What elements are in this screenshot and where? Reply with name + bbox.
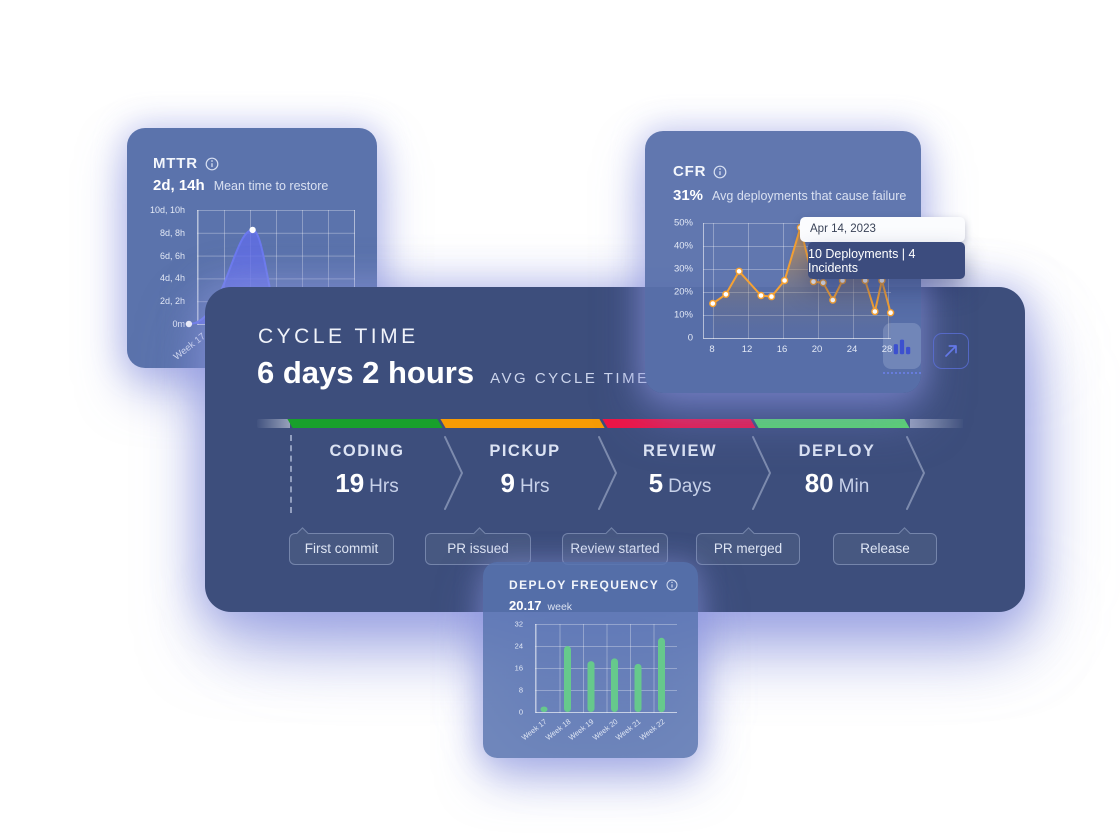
cfr-title: CFR bbox=[673, 163, 707, 180]
stage-unit: Days bbox=[668, 476, 712, 497]
axis-tick: 32 bbox=[514, 619, 523, 629]
mttr-description: Mean time to restore bbox=[213, 179, 329, 193]
cfr-value: 31% bbox=[673, 187, 704, 204]
stage-coding: CODING 19 Hrs bbox=[292, 442, 442, 499]
axis-tick: 8 bbox=[709, 344, 715, 355]
segment-review bbox=[602, 419, 756, 428]
mttr-metric: 2d, 14h Mean time to restore bbox=[153, 177, 328, 194]
stage-label: REVIEW bbox=[642, 442, 718, 460]
axis-tick: 30% bbox=[673, 263, 693, 275]
info-icon[interactable] bbox=[666, 579, 678, 591]
axis-tick: 2d, 2h bbox=[159, 296, 185, 307]
mttr-title: MTTR bbox=[153, 155, 198, 172]
milestone-pr-issued: PR issued bbox=[425, 533, 531, 565]
stage-value: 9 bbox=[500, 468, 515, 498]
dotted-underline bbox=[883, 372, 921, 374]
cfr-card: CFR 31% Avg deployments that cause failu… bbox=[645, 131, 921, 393]
tooltip-date: Apr 14, 2023 bbox=[800, 217, 965, 242]
info-icon[interactable] bbox=[713, 165, 727, 179]
cycle-time-metric: 6 days 2 hours AVG CYCLE TIME bbox=[257, 355, 650, 391]
axis-tick: 50% bbox=[673, 217, 693, 229]
axis-tick: 20% bbox=[673, 286, 693, 298]
chevron-separator-icon bbox=[752, 436, 771, 510]
axis-tick: 40% bbox=[673, 240, 693, 252]
axis-tick: 20 bbox=[811, 344, 823, 355]
stage-pickup: PICKUP 9 Hrs bbox=[450, 442, 600, 499]
axis-tick: 16 bbox=[776, 344, 788, 355]
bar-chart-icon[interactable] bbox=[883, 323, 921, 369]
axis-tick: 28 bbox=[881, 344, 893, 355]
milestone-first-commit: First commit bbox=[289, 533, 394, 565]
segment-tail-gray bbox=[910, 419, 963, 428]
cfr-tooltip: Apr 14, 2023 10 Deployments | 4 Incident… bbox=[800, 217, 965, 279]
axis-tick: 8 bbox=[518, 685, 523, 695]
deploy-chart-plot bbox=[535, 624, 677, 713]
deploy-x-axis-labels: Week 17 Week 18 Week 19 Week 20 Week 21 … bbox=[520, 717, 676, 757]
deploy-y-axis-labels: 32 24 16 8 0 bbox=[505, 620, 529, 717]
cfr-x-axis-labels: 8 12 16 20 24 28 bbox=[703, 344, 893, 358]
milestone-release: Release bbox=[833, 533, 937, 565]
chevron-separator-icon bbox=[444, 436, 463, 510]
milestone-pr-merged: PR merged bbox=[696, 533, 800, 565]
cfr-card-header: CFR bbox=[673, 163, 727, 180]
cycle-time-caption: AVG CYCLE TIME bbox=[490, 370, 650, 387]
chevron-separator-icon bbox=[906, 436, 925, 510]
deploy-frequency-unit: week bbox=[547, 601, 573, 613]
axis-tick: 12 bbox=[741, 344, 753, 355]
stage-unit: Hrs bbox=[369, 476, 399, 497]
cfr-line-chart bbox=[709, 223, 895, 338]
stage-label: CODING bbox=[329, 442, 405, 460]
stage-value: 80 bbox=[804, 468, 834, 498]
stage-deploy: DEPLOY 80 Min bbox=[762, 442, 912, 499]
axis-tick: 8d, 8h bbox=[159, 227, 185, 238]
axis-tick: 0 bbox=[687, 332, 693, 344]
segment-coding bbox=[287, 419, 443, 428]
deploy-frequency-card: DEPLOY FREQUENCY 20.17 week 32 24 16 8 0… bbox=[483, 562, 698, 758]
mttr-x-axis-label: Week 17 bbox=[171, 331, 208, 363]
cfr-y-axis-labels: 50% 40% 30% 20% 10% 0 bbox=[659, 218, 699, 344]
deploy-frequency-title: DEPLOY FREQUENCY bbox=[509, 578, 660, 592]
axis-tick: 16 bbox=[514, 663, 523, 673]
axis-tick: 4d, 4h bbox=[159, 273, 185, 284]
cfr-description: Avg deployments that cause failure bbox=[712, 189, 907, 203]
cycle-time-title: CYCLE TIME bbox=[258, 325, 419, 348]
deploy-bar-chart bbox=[540, 637, 665, 713]
cycle-time-value: 6 days 2 hours bbox=[257, 355, 475, 390]
axis-tick: 0m bbox=[172, 319, 185, 329]
axis-tick: 10d, 10h bbox=[149, 205, 185, 215]
deploy-frequency-metric: 20.17 week bbox=[509, 598, 572, 613]
axis-tick: 10% bbox=[673, 309, 693, 321]
axis-tick: 6d, 6h bbox=[159, 250, 185, 261]
milestone-review-started: Review started bbox=[562, 533, 668, 565]
cycle-segment-bar bbox=[257, 419, 963, 428]
stage-value: 19 bbox=[335, 468, 365, 498]
mttr-card-header: MTTR bbox=[153, 155, 219, 172]
expand-arrow-button[interactable] bbox=[933, 333, 969, 369]
chevron-separator-icon bbox=[598, 436, 617, 510]
stage-unit: Min bbox=[838, 476, 870, 497]
start-dashed-line bbox=[290, 435, 292, 513]
stage-label: PICKUP bbox=[489, 442, 561, 460]
tooltip-text: 10 Deployments | 4 Incidents bbox=[808, 242, 965, 279]
stage-review: REVIEW 5 Days bbox=[605, 442, 755, 499]
deploy-frequency-header: DEPLOY FREQUENCY bbox=[509, 578, 678, 592]
segment-pickup bbox=[440, 419, 605, 428]
segment-lead-gray bbox=[257, 419, 290, 428]
stage-unit: Hrs bbox=[519, 476, 550, 497]
stage-label: DEPLOY bbox=[798, 442, 876, 460]
axis-tick: 0 bbox=[518, 707, 523, 717]
segment-deploy bbox=[753, 419, 910, 428]
axis-tick: 24 bbox=[514, 641, 523, 651]
deploy-frequency-value: 20.17 bbox=[509, 598, 542, 613]
mttr-y-axis-labels: 10d, 10h 8d, 8h 6d, 6h 4d, 4h 2d, 2h 0m bbox=[135, 205, 191, 329]
cfr-metric: 31% Avg deployments that cause failure bbox=[673, 187, 906, 204]
axis-tick: 24 bbox=[846, 344, 858, 355]
info-icon[interactable] bbox=[205, 157, 219, 171]
stage-value: 5 bbox=[648, 468, 664, 498]
mttr-value: 2d, 14h bbox=[153, 177, 205, 194]
